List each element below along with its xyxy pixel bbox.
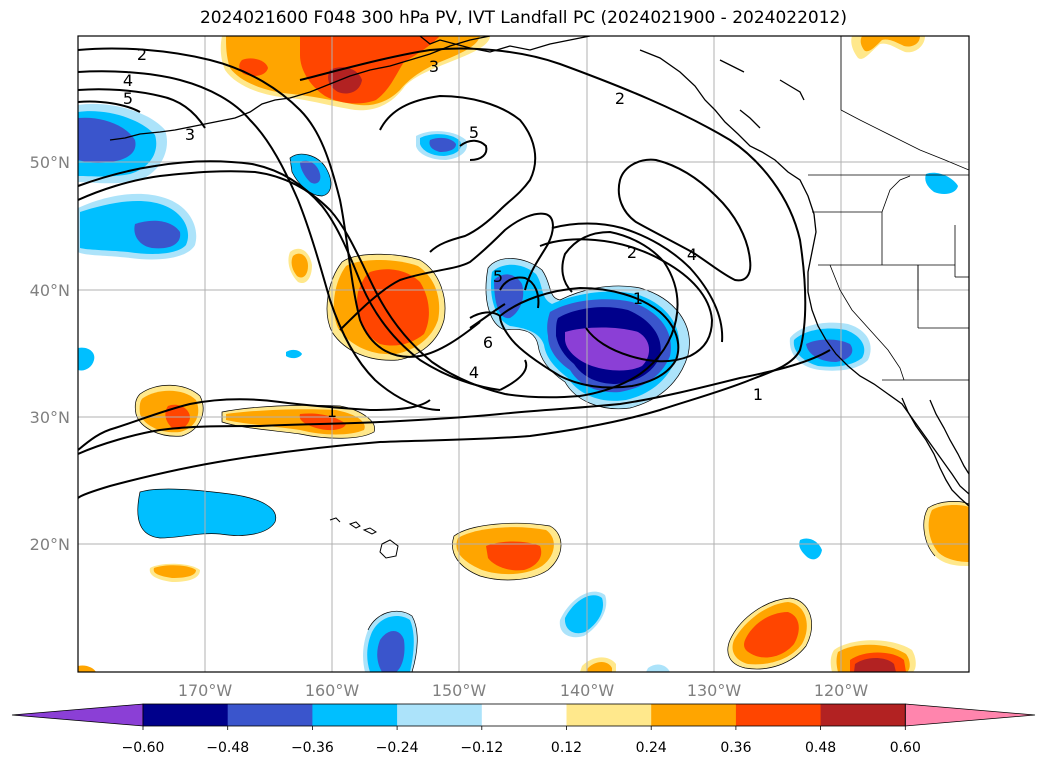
contour-label: 5	[493, 267, 503, 286]
contour-label: 4	[123, 71, 133, 90]
contour-label-group: 2 4 5 3 3 5 2 2 4 1 5 6 4 1 1	[123, 45, 763, 421]
contour-label: 3	[429, 57, 439, 76]
colorbar-tick-label: 0.48	[805, 740, 836, 756]
contour-label: 3	[185, 125, 195, 144]
colorbar-tick-label: 0.12	[551, 740, 582, 756]
latitude-labels: 50°N 40°N 30°N 20°N	[30, 153, 70, 554]
contour-label: 1	[633, 289, 643, 308]
colorbar-tick-label: −0.24	[376, 740, 419, 756]
colorbar-segment	[481, 704, 567, 726]
lon-label: 140°W	[560, 681, 615, 700]
map-title: 2024021600 F048 300 hPa PV, IVT Landfall…	[199, 8, 847, 28]
coastlines	[109, 36, 969, 507]
lon-label: 150°W	[432, 681, 487, 700]
colorbar-tick-label: 0.36	[720, 740, 751, 756]
colorbar-segment	[143, 704, 229, 726]
colorbar-tick-label: −0.48	[206, 740, 249, 756]
contour-label: 2	[615, 89, 625, 108]
map-layers	[78, 36, 969, 672]
colorbar-segment	[227, 704, 313, 726]
contour-label: 1	[327, 402, 337, 421]
colorbar-segment	[651, 704, 737, 726]
colorbar-tick-label: −0.36	[291, 740, 334, 756]
lon-label: 160°W	[305, 681, 360, 700]
lat-label: 40°N	[30, 281, 70, 300]
hawaii-islands	[329, 517, 399, 559]
contour-label: 4	[687, 245, 697, 264]
contour-label: 6	[483, 333, 493, 352]
lat-label: 30°N	[30, 408, 70, 427]
contour-label: 5	[123, 89, 133, 108]
lon-label: 120°W	[814, 681, 869, 700]
colorbar: −0.60 −0.48 −0.36 −0.24 −0.12 0.12 0.24 0.36 0.4…	[11, 703, 1036, 756]
lon-label: 170°W	[178, 681, 233, 700]
colorbar-segment	[312, 704, 398, 726]
lat-label: 50°N	[30, 153, 70, 172]
colorbar-segment	[735, 704, 822, 726]
colorbar-tick-label: 0.60	[890, 740, 921, 756]
colorbar-frame	[142, 703, 906, 727]
colorbar-segment	[397, 704, 483, 726]
lon-label: 130°W	[687, 681, 742, 700]
colorbar-tick-label: −0.60	[122, 740, 165, 756]
contour-label: 2	[137, 45, 147, 64]
colorbar-tick-label: 0.24	[636, 740, 667, 756]
colorbar-segment	[820, 704, 906, 726]
contour-label: 5	[469, 123, 479, 142]
contour-label: 2	[627, 243, 637, 262]
contour-label: 4	[469, 363, 479, 382]
positive-pc-shading	[78, 36, 969, 672]
colorbar-tick-label: −0.12	[460, 740, 503, 756]
colorbar-segment	[566, 704, 652, 726]
lat-label: 20°N	[30, 535, 70, 554]
colorbar-extend-left	[11, 703, 144, 727]
contour-label: 1	[753, 385, 763, 404]
colorbar-extend-right	[904, 703, 1036, 727]
map-frame	[77, 35, 970, 673]
pv-contours	[78, 47, 831, 499]
borders	[808, 36, 969, 381]
longitude-labels: 170°W 160°W 150°W 140°W 130°W 120°W	[178, 681, 869, 700]
